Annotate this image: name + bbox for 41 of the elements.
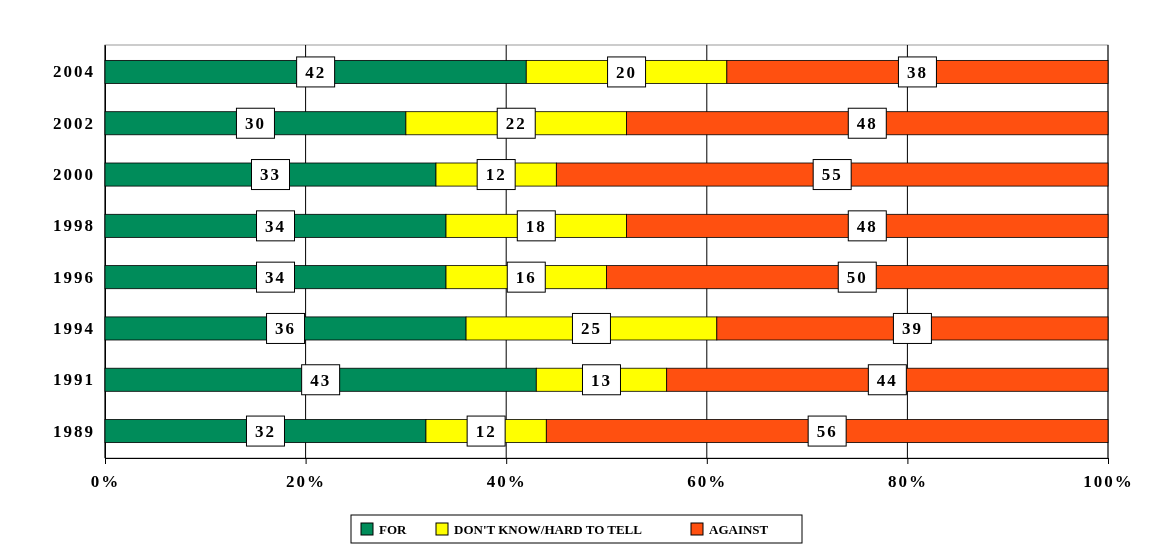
- data-label: 30: [244, 114, 266, 134]
- data-label: 55: [821, 165, 843, 185]
- data-label: 48: [856, 114, 878, 134]
- data-label: 39: [901, 319, 923, 339]
- data-label: 20: [616, 62, 638, 82]
- data-label: 34: [265, 216, 287, 236]
- data-label: 13: [590, 370, 612, 390]
- data-label: 50: [846, 268, 868, 288]
- data-label: 25: [580, 319, 602, 339]
- data-label: 32: [254, 422, 276, 442]
- x-tick-label: 0%: [90, 472, 121, 492]
- legend-label: FOR: [379, 521, 408, 537]
- data-label: 18: [525, 216, 547, 236]
- y-tick-label: 1996: [53, 267, 95, 287]
- data-label: 48: [856, 216, 878, 236]
- y-tick-label: 1994: [53, 318, 95, 338]
- data-label: 16: [515, 268, 537, 288]
- data-label: 33: [259, 165, 281, 185]
- y-tick-label: 2000: [53, 164, 95, 184]
- data-label: 12: [475, 422, 497, 442]
- x-tick-label: 20%: [286, 472, 327, 492]
- y-tick-label: 1991: [53, 370, 95, 390]
- data-label: 22: [505, 114, 527, 134]
- x-tick-label: 60%: [687, 472, 728, 492]
- data-label: 38: [906, 62, 928, 82]
- y-tick-label: 1998: [53, 216, 95, 236]
- y-tick-label: 1989: [53, 421, 95, 441]
- x-tick-label: 80%: [887, 472, 928, 492]
- data-label: 43: [310, 370, 332, 390]
- data-label: 42: [305, 62, 327, 82]
- y-tick-label: 2004: [53, 62, 95, 82]
- data-label: 36: [275, 319, 297, 339]
- legend-label: AGAINST: [709, 521, 769, 537]
- y-tick-label: 2002: [53, 113, 95, 133]
- x-tick-label: 40%: [486, 472, 527, 492]
- legend-label: DON'T KNOW/HARD TO TELL: [454, 521, 643, 537]
- x-tick-label: 100%: [1083, 472, 1134, 492]
- data-label: 44: [876, 370, 898, 390]
- data-label: 12: [485, 165, 507, 185]
- data-label: 56: [816, 422, 838, 442]
- data-label: 34: [265, 268, 287, 288]
